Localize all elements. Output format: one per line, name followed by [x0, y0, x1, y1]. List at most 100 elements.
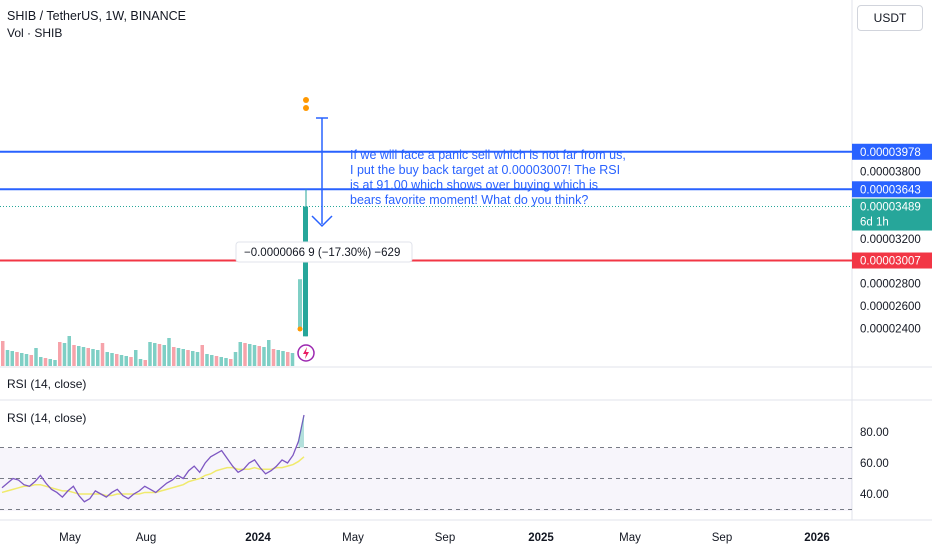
- chart-title[interactable]: SHIB / TetherUS, 1W, BINANCE: [7, 9, 186, 23]
- rsi-collapsed-title[interactable]: RSI (14, close): [7, 377, 87, 391]
- volume-bar: [129, 357, 133, 366]
- x-axis-tick-label: Aug: [136, 532, 156, 544]
- volume-bar: [48, 359, 52, 366]
- volume-bar: [124, 356, 128, 366]
- x-axis-tick-label: Sep: [435, 532, 455, 544]
- volume-bar: [224, 358, 228, 366]
- y-axis-tick-label: 0.00002800: [860, 279, 921, 291]
- volume-bar: [20, 353, 24, 366]
- volume-bar: [34, 348, 38, 366]
- x-axis-tick-label: Sep: [712, 532, 732, 544]
- rsi-overbought-fill: [298, 414, 304, 448]
- rsi-axis-tick-label: 40.00: [860, 489, 889, 501]
- volume-bar: [195, 352, 200, 366]
- annotation-line-2[interactable]: I put the buy back target at 0.00003007!…: [350, 163, 620, 177]
- volume-bar: [43, 358, 48, 366]
- volume-bar: [105, 352, 109, 366]
- volume-bar: [143, 360, 147, 366]
- last-price-tag-text: 0.00003489: [860, 202, 921, 214]
- volume-bar: [290, 353, 295, 366]
- volume-bar: [233, 352, 238, 366]
- last-price-tag: [852, 198, 932, 231]
- currency-button[interactable]: USDT: [857, 5, 923, 31]
- volume-bar: [115, 354, 119, 366]
- volume-bar: [257, 346, 261, 366]
- rsi-band-background: [0, 448, 852, 511]
- volume-bar: [81, 347, 86, 366]
- volume-bar: [262, 347, 266, 366]
- volume-bar: [267, 340, 271, 366]
- annotation-arrow-head: [311, 215, 333, 228]
- x-axis-tick-label: 2024: [245, 532, 271, 544]
- candle-body[interactable]: [298, 279, 302, 331]
- event-marker-dot[interactable]: [303, 105, 309, 111]
- volume-bar: [138, 359, 143, 366]
- volume-bar: [110, 353, 114, 366]
- volume-bar: [86, 348, 90, 366]
- price-level-tag-text: 0.00003643: [860, 184, 921, 196]
- volume-bar: [229, 359, 233, 366]
- rsi-ma-line[interactable]: [1, 456, 305, 497]
- volume-bar: [72, 345, 76, 366]
- volume-bar: [10, 351, 14, 366]
- volume-bar: [62, 343, 67, 366]
- candle-body[interactable]: [303, 206, 308, 337]
- volume-bar: [181, 349, 185, 366]
- countdown-text: 6d 1h: [860, 217, 889, 229]
- event-marker-dot[interactable]: [303, 97, 309, 103]
- volume-bar: [238, 342, 242, 366]
- volume-bar: [53, 360, 57, 366]
- rsi-line[interactable]: [1, 414, 305, 503]
- annotation-line-4[interactable]: bears favorite moment! What do you think…: [350, 193, 588, 207]
- x-axis-tick-label: 2026: [804, 532, 830, 544]
- volume-bar: [134, 350, 138, 366]
- y-axis-tick-label: 0.00002600: [860, 301, 921, 313]
- y-axis-tick-label: 0.00003800: [860, 167, 921, 179]
- volume-bar: [286, 352, 290, 366]
- volume-bar: [281, 351, 285, 366]
- volume-bar: [276, 350, 280, 366]
- y-axis-tick-label: 0.00003200: [860, 234, 921, 246]
- volume-bar: [248, 344, 252, 366]
- x-axis-tick-label: May: [342, 532, 364, 544]
- x-axis-tick-label: May: [619, 532, 641, 544]
- volume-bar: [148, 342, 152, 366]
- annotation-line-1[interactable]: If we will face a panic sell which is no…: [350, 148, 626, 162]
- volume-bar: [167, 338, 171, 366]
- volume-bar: [157, 344, 162, 366]
- volume-bar: [162, 345, 166, 366]
- volume-bar: [172, 347, 176, 366]
- price-level-tag: [852, 181, 932, 198]
- volume-bar: [219, 357, 223, 366]
- price-level-tag-text: 0.00003978: [860, 147, 921, 159]
- volume-bar: [100, 343, 105, 366]
- rsi-pane-title[interactable]: RSI (14, close): [7, 411, 87, 425]
- volume-bar: [243, 343, 247, 366]
- x-axis-tick-label: 2025: [528, 532, 554, 544]
- x-axis-tick-label: May: [59, 532, 81, 544]
- volume-bar: [119, 355, 124, 366]
- volume-bar: [77, 346, 81, 366]
- rsi-axis-tick-label: 80.00: [860, 427, 889, 439]
- volume-bar: [252, 345, 257, 366]
- volume-bar: [210, 355, 214, 366]
- volume-bar: [29, 355, 33, 366]
- volume-bar: [200, 345, 204, 366]
- measure-tooltip: [235, 241, 413, 263]
- volume-bar: [24, 354, 29, 366]
- volume-bar: [191, 351, 195, 366]
- volume-bar: [186, 350, 190, 366]
- volume-bar: [176, 348, 181, 366]
- volume-legend[interactable]: Vol · SHIB: [7, 26, 63, 40]
- annotation-line-3[interactable]: is at 91.00 which shows over buying whic…: [350, 178, 598, 192]
- event-marker-dot[interactable]: [297, 326, 303, 332]
- volume-bar: [153, 343, 157, 366]
- y-axis-tick-label: 0.00002400: [860, 324, 921, 336]
- price-level-tag: [852, 252, 932, 269]
- volume-bar: [39, 357, 43, 366]
- volume-bar: [5, 350, 10, 366]
- lightning-bolt-glyph: [303, 347, 309, 359]
- volume-bar: [96, 350, 100, 366]
